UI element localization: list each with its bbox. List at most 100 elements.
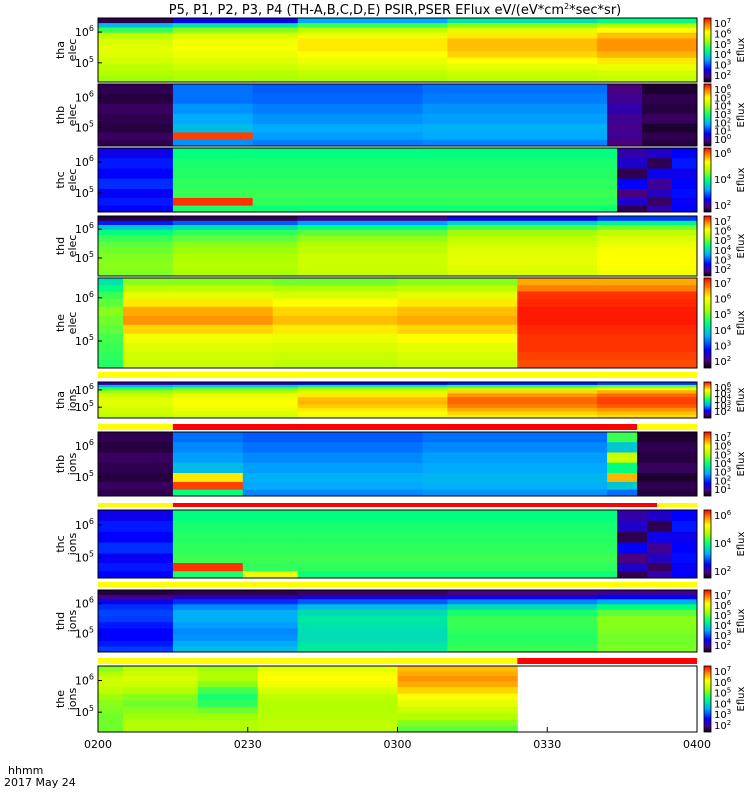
colorbar-tick-label: 104 [714,537,732,550]
cell-thc-ions-3-3 [297,542,618,554]
cell-thd-elec-2-6 [297,247,448,254]
colorbar-tick-label: 102 [714,263,731,276]
cell-thb-elec-1-3 [172,113,254,125]
cell-tha-elec-3-9 [447,70,598,77]
cell-thb-elec-2-5 [252,132,423,141]
colorbar-label: Eflux [736,233,747,258]
cell-the-elec-2-3 [272,298,398,308]
cell-the-elec-1-7 [123,333,274,344]
cell-thc-elec-1-0 [172,148,254,159]
cell-tha-elec-3-7 [447,57,598,65]
cell-thc-ions-0-5 [98,563,174,572]
cell-the-elec-4-3 [517,298,698,308]
cell-the-elec-0-2 [98,291,124,300]
cell-thc-ions-2-1 [242,520,299,533]
cell-thb-ions-1-4 [172,473,244,483]
cell-thd-ions-3-10 [447,646,598,653]
panel-label: thaions [54,388,79,411]
colorbar-tick-label: 105 [714,687,731,700]
cell-the-ions-3-3 [257,681,398,688]
cell-thd-ions-2-10 [297,646,448,653]
cell-the-ions-0-3 [98,681,124,688]
cell-thd-elec-2-1 [297,220,448,226]
cell-thd-elec-1-6 [172,247,299,254]
cell-the-elec-3-9 [397,351,518,361]
y-tick-label: 105 [75,119,94,134]
cell-tha-ions-3-2 [447,387,598,391]
cell-the-elec-0-10 [98,359,124,369]
cell-the-ions-2-7 [197,706,259,714]
y-tick-label: 105 [75,399,94,414]
cell-thb-ions-3-4 [422,473,608,483]
cell-tha-elec-2-1 [297,23,448,29]
cell-the-ions-3-9 [257,720,398,727]
cell-thc-ions-2-3 [242,542,299,554]
cell-the-elec-1-3 [123,298,274,308]
cell-thd-ions-2-8 [297,634,448,642]
cell-thb-ions-2-3 [242,462,423,474]
cell-thc-elec-1-2 [172,168,254,180]
cell-thc-ions-1-1 [172,520,244,533]
cell-thc-ions-0-0 [98,510,174,522]
cell-the-ions-4-0 [397,666,518,672]
cell-thc-elec-2-6 [252,205,618,213]
cell-thc-elec-0-6 [98,205,174,213]
cell-tha-ions-2-8 [297,407,448,412]
cell-thc-elec-4-6 [647,205,673,213]
cell-thd-ions-1-9 [172,640,299,647]
cell-thb-ions-3-1 [422,442,608,453]
cell-the-elec-4-10 [517,359,698,369]
cell-tha-elec-4-8 [597,64,698,71]
cell-the-ions-3-0 [257,666,398,672]
colorbar-label: Eflux [736,608,747,633]
cell-the-elec-2-0 [272,278,398,286]
cell-thb-ions-4-6 [607,489,638,497]
cell-thb-elec-3-0 [422,84,608,95]
colorbar [703,147,712,213]
cell-the-ions-3-10 [257,726,398,733]
cell-thd-elec-0-7 [98,253,174,260]
cell-thb-ions-0-1 [98,442,174,453]
colorbar-tick-label: 101 [714,483,731,496]
y-tick-label: 106 [75,517,94,532]
quality-flag-segment [98,424,173,430]
cell-the-elec-3-7 [397,333,518,344]
cell-thb-elec-0-1 [98,93,174,105]
cell-thd-ions-1-4 [172,609,299,617]
cell-tha-ions-4-3 [597,390,698,394]
cell-the-ions-2-5 [197,693,259,701]
cell-the-elec-1-4 [123,306,274,317]
cell-thd-elec-2-0 [297,216,448,222]
cell-thd-ions-2-1 [297,595,448,600]
cell-thd-ions-2-2 [297,599,448,605]
cell-the-ions-3-6 [257,700,398,708]
cell-thc-elec-4-2 [647,168,673,180]
cell-the-elec-2-1 [272,285,398,292]
cell-thb-ions-1-0 [172,432,244,443]
cell-the-elec-4-5 [517,315,698,326]
cell-thc-elec-2-0 [252,148,618,159]
cell-the-ions-4-6 [397,700,518,708]
colorbar-tick-label: 107 [714,215,731,228]
cell-tha-ions-4-8 [597,407,698,412]
cell-the-ions-0-6 [98,700,124,708]
cell-the-elec-3-3 [397,298,518,308]
time-axis: 0200 0230 0300 0330 0400 [84,727,711,751]
quality-flag-segment [98,658,518,664]
colorbar-tick-label: 105 [714,308,731,321]
colorbar-tick-label: 106 [714,293,732,306]
cell-tha-ions-4-1 [597,384,698,388]
cell-thd-elec-4-1 [597,220,698,226]
cell-thb-ions-2-0 [242,432,423,443]
cell-tha-ions-0-4 [98,393,174,398]
cell-thb-elec-1-1 [172,93,254,105]
colorbar-tick-label: 104 [714,48,732,61]
cell-thd-ions-1-7 [172,628,299,636]
cell-thc-ions-3-4 [297,553,618,564]
cell-thb-ions-4-0 [607,432,638,443]
y-tick-label: 105 [75,55,94,70]
cell-tha-ions-4-4 [597,393,698,398]
cell-tha-ions-0-6 [98,400,174,405]
colorbar-tick-label: 106 [714,440,732,453]
